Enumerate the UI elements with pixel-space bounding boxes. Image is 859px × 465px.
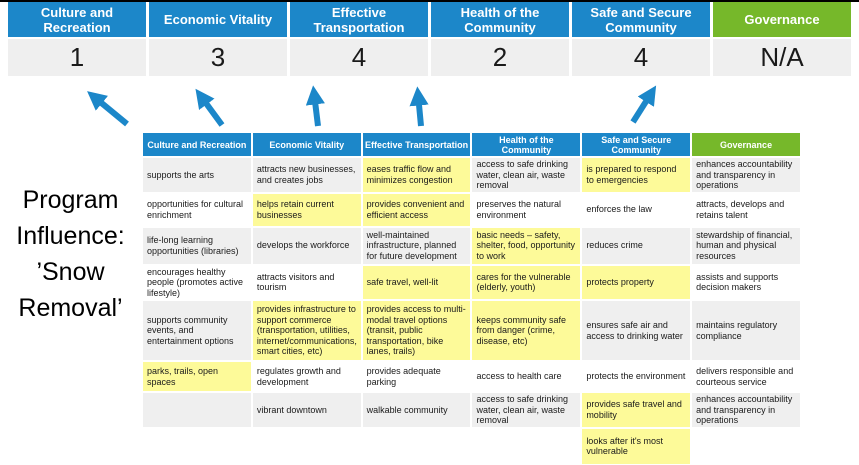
program-title-line: Program bbox=[22, 186, 119, 214]
matrix-cell bbox=[143, 393, 251, 427]
matrix-cell bbox=[362, 428, 471, 464]
matrix-cell: reduces crime bbox=[582, 227, 691, 264]
matrix-row: supports community events, and entertain… bbox=[143, 301, 800, 360]
matrix-cell: attracts visitors and tourism bbox=[252, 265, 361, 299]
matrix-cell: provides safe travel and mobility bbox=[582, 393, 691, 427]
matrix-cell: access to health care bbox=[472, 362, 581, 391]
matrix-cell: provides convenient and efficient access bbox=[362, 193, 471, 226]
program-title-line: ’Snow bbox=[36, 258, 105, 286]
summary-score-culture: 1 bbox=[8, 39, 146, 76]
priorities-matrix-table: Culture and Recreation Economic Vitality… bbox=[141, 131, 802, 465]
program-title: Program Influence: ’Snow Removal’ bbox=[0, 182, 141, 326]
summary-column-safety: Safe and Secure Community 4 bbox=[572, 2, 710, 76]
matrix-header-transportation: Effective Transportation bbox=[362, 133, 471, 156]
matrix-cell: enhances accountability and transparency… bbox=[692, 158, 800, 192]
matrix-cell: enhances accountability and transparency… bbox=[692, 393, 800, 427]
matrix-cell bbox=[472, 428, 581, 464]
matrix-row: life-long learning opportunities (librar… bbox=[143, 227, 800, 264]
matrix-row: parks, trails, open spaces regulates gro… bbox=[143, 362, 800, 391]
matrix-cell: assists and supports decision makers bbox=[692, 265, 800, 299]
matrix-cell: helps retain current businesses bbox=[252, 193, 361, 226]
matrix-cell: walkable community bbox=[362, 393, 471, 427]
matrix-cell: supports community events, and entertain… bbox=[143, 301, 251, 360]
summary-header-transportation: Effective Transportation bbox=[290, 2, 428, 37]
matrix-row: looks after it's most vulnerable bbox=[143, 428, 800, 464]
matrix-cell: delivers responsible and courteous servi… bbox=[692, 362, 800, 391]
arrow-icon-4 bbox=[409, 86, 429, 127]
matrix-cell: well-maintained infrastructure, planned … bbox=[362, 227, 471, 264]
summary-column-health: Health of the Community 2 bbox=[431, 2, 569, 76]
summary-column-culture: Culture and Recreation 1 bbox=[8, 2, 146, 76]
matrix-cell: looks after it's most vulnerable bbox=[582, 428, 691, 464]
top-border-line bbox=[0, 0, 859, 2]
arrow-icon-5 bbox=[630, 85, 657, 124]
matrix-cell: provides infrastructure to support comme… bbox=[252, 301, 361, 360]
matrix-cell: safe travel, well-lit bbox=[362, 265, 471, 299]
matrix-cell: access to safe drinking water, clean air… bbox=[472, 158, 581, 192]
matrix-header-culture: Culture and Recreation bbox=[143, 133, 251, 156]
matrix-cell: basic needs – safety, shelter, food, opp… bbox=[472, 227, 581, 264]
matrix-cell: protects property bbox=[582, 265, 691, 299]
matrix-header-row: Culture and Recreation Economic Vitality… bbox=[143, 133, 800, 156]
matrix-cell: vibrant downtown bbox=[252, 393, 361, 427]
matrix-cell: eases traffic flow and minimizes congest… bbox=[362, 158, 471, 192]
matrix-cell: attracts new businesses, and creates job… bbox=[252, 158, 361, 192]
matrix-cell bbox=[143, 428, 251, 464]
matrix-cell: provides adequate parking bbox=[362, 362, 471, 391]
matrix-row: opportunities for cultural enrichment he… bbox=[143, 193, 800, 226]
matrix-cell bbox=[692, 428, 800, 464]
program-title-line: Removal’ bbox=[18, 294, 123, 322]
priority-summary-band: Culture and Recreation 1 Economic Vitali… bbox=[8, 2, 851, 76]
matrix-row: supports the arts attracts new businesse… bbox=[143, 158, 800, 192]
summary-column-economic: Economic Vitality 3 bbox=[149, 2, 287, 76]
matrix-cell: ensures safe air and access to drinking … bbox=[582, 301, 691, 360]
matrix-cell: preserves the natural environment bbox=[472, 193, 581, 226]
matrix-cell bbox=[252, 428, 361, 464]
matrix-header-safety: Safe and Secure Community bbox=[582, 133, 691, 156]
matrix-cell: access to safe drinking water, clean air… bbox=[472, 393, 581, 427]
matrix-cell: maintains regulatory compliance bbox=[692, 301, 800, 360]
matrix-cell: keeps community safe from danger (crime,… bbox=[472, 301, 581, 360]
matrix-row: vibrant downtown walkable community acce… bbox=[143, 393, 800, 427]
arrow-icon-2 bbox=[195, 88, 225, 127]
matrix-cell: cares for the vulnerable (elderly, youth… bbox=[472, 265, 581, 299]
arrow-icon-1 bbox=[87, 91, 129, 127]
summary-header-health: Health of the Community bbox=[431, 2, 569, 37]
summary-header-economic: Economic Vitality bbox=[149, 2, 287, 37]
summary-score-safety: 4 bbox=[572, 39, 710, 76]
matrix-cell: parks, trails, open spaces bbox=[143, 362, 251, 391]
summary-score-economic: 3 bbox=[149, 39, 287, 76]
summary-header-culture: Culture and Recreation bbox=[8, 2, 146, 37]
matrix-cell: opportunities for cultural enrichment bbox=[143, 193, 251, 226]
matrix-cell: is prepared to respond to emergencies bbox=[582, 158, 691, 192]
matrix-cell: life-long learning opportunities (librar… bbox=[143, 227, 251, 264]
matrix-cell: protects the environment bbox=[582, 362, 691, 391]
matrix-header-governance: Governance bbox=[692, 133, 800, 156]
influence-arrows bbox=[87, 85, 657, 127]
summary-header-safety: Safe and Secure Community bbox=[572, 2, 710, 37]
summary-header-governance: Governance bbox=[713, 2, 851, 37]
summary-score-health: 2 bbox=[431, 39, 569, 76]
summary-score-transportation: 4 bbox=[290, 39, 428, 76]
matrix-cell: develops the workforce bbox=[252, 227, 361, 264]
matrix-cell: provides access to multi-modal travel op… bbox=[362, 301, 471, 360]
matrix-cell: regulates growth and development bbox=[252, 362, 361, 391]
summary-column-transportation: Effective Transportation 4 bbox=[290, 2, 428, 76]
matrix-header-economic: Economic Vitality bbox=[252, 133, 361, 156]
matrix-header-health: Health of the Community bbox=[472, 133, 581, 156]
matrix-cell: stewardship of financial, human and phys… bbox=[692, 227, 800, 264]
summary-column-governance: Governance N/A bbox=[713, 2, 851, 76]
matrix-cell: supports the arts bbox=[143, 158, 251, 192]
matrix-cell: encourages healthy people (promotes acti… bbox=[143, 265, 251, 299]
matrix-cell: enforces the law bbox=[582, 193, 691, 226]
arrow-icon-3 bbox=[305, 85, 325, 127]
program-title-line: Influence: bbox=[16, 222, 125, 250]
matrix-cell: attracts, develops and retains talent bbox=[692, 193, 800, 226]
summary-score-governance: N/A bbox=[713, 39, 851, 76]
matrix-row: encourages healthy people (promotes acti… bbox=[143, 265, 800, 299]
